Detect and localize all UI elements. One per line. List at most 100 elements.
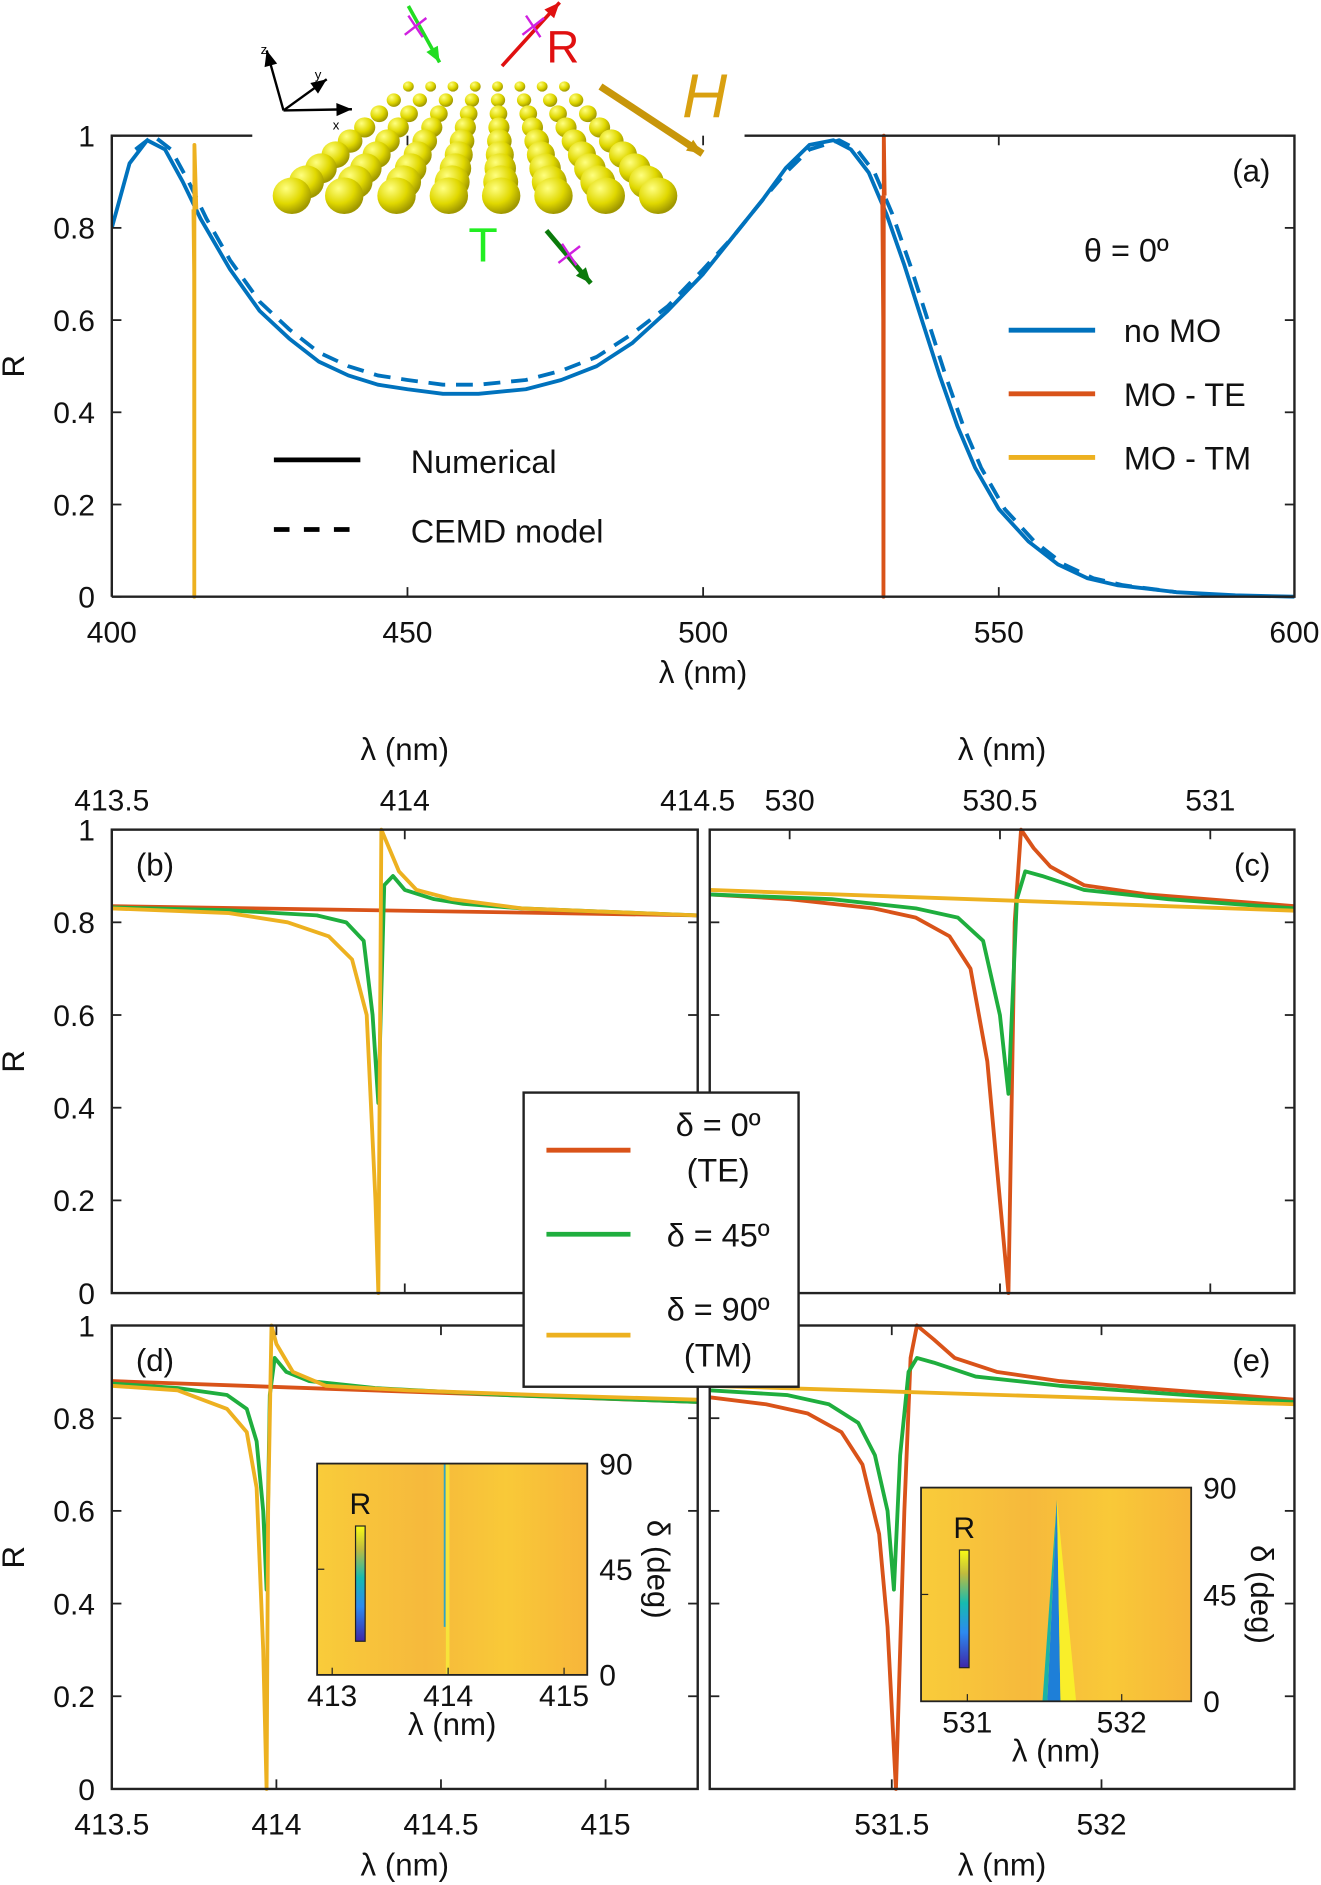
y-tick-label: 0 [78,1774,95,1807]
series-d45 [709,1355,1295,1592]
y-tick-label: 1 [78,120,95,153]
panel-d: 413.5 414 414.5 415 0 0.2 0.4 0.6 0.8 1 Rλ (nm) (d)… [0,1310,699,1882]
y-tick-label: 0.6 [53,1000,95,1033]
panel-label: (d) [136,1343,174,1378]
nanoparticle [542,93,558,107]
nanoparticle [638,177,678,214]
legend-label-sub: (TM) [684,1337,752,1373]
axis-x-label: x [333,118,340,133]
reflected-arrow-icon-head [544,2,560,19]
series-tm [709,887,1295,913]
x-tick-label: 531 [1185,784,1235,817]
nanoparticle [447,81,459,92]
colorbar [958,1549,970,1669]
x-tick-label: 532 [1076,1809,1126,1842]
x-axis-label: λ (nm) [958,732,1046,767]
inset-heatmap: R 531 532 0 45 90 λ (nm) δ (deg) [920,1472,1279,1768]
series-tm [709,1383,1295,1407]
panel-c: 530 530.5 531 λ (nm) (c) [708,732,1296,1296]
panel-b: 413.5 414 414.5 0 0.2 0.4 0.6 0.8 1 Rλ (nm) (b) [0,732,735,1311]
nanoparticle [481,177,521,214]
y-tick-label: 1 [78,814,95,847]
x-tick-label: 450 [382,616,432,649]
nanoparticle [370,105,389,123]
nanoparticle [536,81,548,92]
inset-x-tick-label: 414 [423,1680,473,1713]
inset-y-tick-label: 0 [1203,1686,1220,1719]
y-tick-label: 0.8 [53,1403,95,1436]
x-axis-icon-head [336,102,352,117]
inset-y-tick-label: 45 [1203,1579,1236,1612]
inset-y-tick-label: 0 [599,1660,616,1693]
legend-label-sub: (TE) [687,1152,750,1188]
inset-x-tick-label: 415 [539,1680,589,1713]
panel-label: (e) [1232,1343,1270,1378]
axes-frame [708,828,1296,1295]
x-tick-label: 600 [1269,616,1319,649]
legend-label: MO - TE [1124,377,1246,413]
x-tick-label: 530 [765,784,815,817]
series-cemd-no_mo [134,133,1177,595]
y-tick-label: 0.4 [53,1588,95,1621]
panel-label: (a) [1232,153,1270,188]
x-axis-label: λ (nm) [361,1847,449,1882]
legend-label: CEMD model [411,514,604,550]
inset-heatmap: R 413 414 415 0 45 90 λ (nm) δ (deg) [307,1448,675,1742]
nanoparticle [325,177,364,214]
angle-annotation: θ = 0º [1084,233,1169,269]
y-tick-label: 0.8 [53,907,95,940]
x-tick-label: 415 [581,1809,631,1842]
legend-label: MO - TM [1124,440,1251,476]
legend-box [522,1091,800,1388]
inset-x-tick-label: 531 [942,1707,992,1740]
colorbar [354,1525,366,1642]
polarization-icon [521,14,545,38]
schematic-illustration: R H Tz y x [261,1,728,285]
panel-label: (b) [136,847,174,882]
nanoparticle [377,177,416,214]
heatmap-resonance-peak [445,1463,450,1675]
y-axis-label: R [0,355,31,378]
legend-label: δ = 45º [667,1217,770,1253]
panel-a: 400 450 500 550 600 0 0.2 0.4 0.6 0.8 1 Rλ (nm) (a) θ… [0,120,1319,690]
y-tick-label: 0.6 [53,1496,95,1529]
nanoparticle [425,81,437,92]
nanoparticle [516,93,532,107]
inset-y-tick-label: 45 [599,1554,632,1587]
x-tick-label: 414 [380,784,430,817]
nanoparticle [354,117,376,138]
colorbar-label: R [350,1488,372,1521]
y-tick-label: 1 [78,1310,95,1343]
nanoparticle [490,93,506,107]
colorbar-label: R [953,1512,975,1545]
inset-x-axis-label: λ (nm) [1012,1733,1100,1768]
y-tick-label: 0.2 [53,1185,95,1218]
y-tick-label: 0.8 [53,213,95,246]
nanoparticle [402,81,414,92]
nanoparticle [386,93,401,107]
series-te [880,133,887,599]
nanoparticle [438,93,454,107]
panel-label: (c) [1234,847,1270,882]
magnetic-field-arrow-icon-head [685,139,703,154]
nanoparticle [492,81,503,92]
nanoparticle [429,177,469,214]
label-R: R [546,21,579,72]
inset-y-axis-label: δ (deg) [1244,1545,1279,1644]
x-tick-label: 500 [678,616,728,649]
x-axis-label: λ (nm) [659,655,747,690]
nanoparticle [400,105,418,123]
label-H: H [682,62,728,132]
series-te [709,1323,1295,1791]
legend-label: δ = 0º [676,1107,761,1143]
legend-label: no MO [1124,313,1221,349]
inset-y-axis-label: δ (deg) [640,1520,675,1619]
axes-frame [110,1324,699,1791]
y-tick-label: 0.4 [53,1093,95,1126]
inset-y-tick-label: 90 [599,1448,632,1481]
nanoparticle [569,93,584,107]
inset-y-tick-label: 90 [1203,1472,1236,1505]
legend-label: Numerical [411,444,557,480]
y-tick-label: 0.2 [53,489,95,522]
